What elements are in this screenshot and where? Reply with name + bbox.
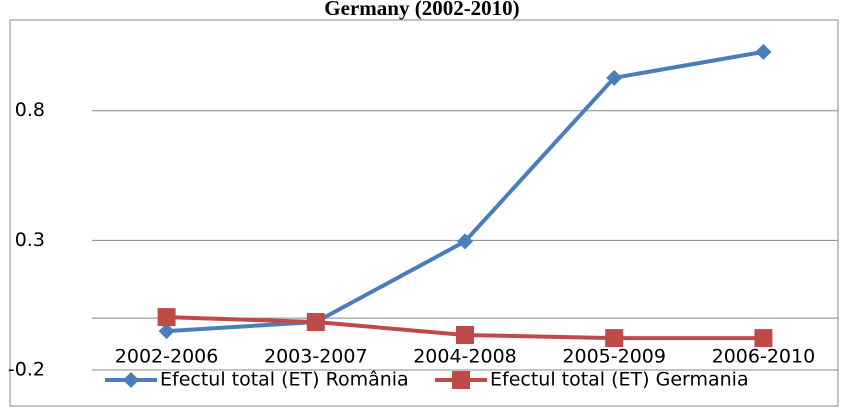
chart-border	[9, 19, 839, 407]
marker	[158, 323, 175, 340]
x-tick-label: 2004-2008	[413, 346, 517, 368]
y-tick-label: 0.8	[15, 99, 45, 121]
marker	[306, 313, 325, 332]
marker	[606, 69, 623, 86]
marker	[457, 233, 473, 250]
marker	[452, 371, 470, 389]
marker	[157, 308, 176, 327]
x-tick-label: 2006-2010	[712, 346, 816, 368]
marker	[123, 372, 139, 388]
marker	[605, 329, 624, 348]
marker	[755, 43, 772, 60]
legend-label: Efectul total (ET) Germania	[490, 369, 749, 391]
marker	[456, 326, 474, 344]
x-tick-label: 2002-2006	[115, 346, 219, 368]
x-tick-label: 2005-2009	[562, 346, 666, 368]
legend-label: Efectul total (ET) România	[160, 369, 409, 391]
x-tick-label: 2003-2007	[264, 346, 368, 368]
chart-title: Germany (2002-2010)	[324, 0, 519, 20]
y-tick-label: 0.3	[15, 229, 45, 251]
marker	[754, 329, 773, 348]
y-tick-label: -0.2	[8, 359, 45, 381]
